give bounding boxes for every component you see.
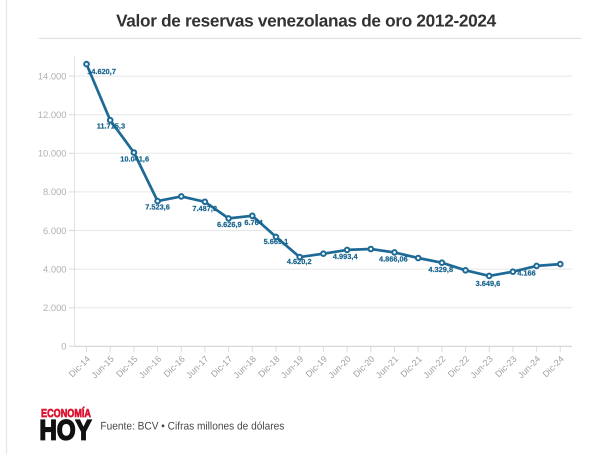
svg-text:HOY: HOY [40,415,92,446]
svg-text:6.764: 6.764 [244,218,263,227]
svg-text:5.669,1: 5.669,1 [264,237,289,246]
svg-text:Fuente: BCV • Cifras millones: Fuente: BCV • Cifras millones de dólares [100,420,284,432]
svg-text:ECONOMÍA: ECONOMÍA [41,406,91,420]
svg-text:4.620,2: 4.620,2 [287,257,312,266]
svg-text:6.626,9: 6.626,9 [217,220,242,229]
svg-text:11.715,3: 11.715,3 [97,122,125,131]
svg-text:Valor de reservas venezolanas: Valor de reservas venezolanas de oro 201… [116,10,497,30]
svg-text:4.329,8: 4.329,8 [428,265,453,274]
svg-text:7.487,3: 7.487,3 [192,204,217,213]
svg-text:4.000: 4.000 [43,263,66,274]
svg-text:3.649,6: 3.649,6 [476,279,501,288]
svg-text:14.000: 14.000 [38,70,67,81]
svg-text:10.041,6: 10.041,6 [120,154,149,163]
svg-text:2.000: 2.000 [43,302,66,313]
svg-text:6.000: 6.000 [43,225,66,236]
svg-text:10.000: 10.000 [38,148,67,159]
svg-text:4.993,4: 4.993,4 [333,252,359,261]
svg-text:4.866,06: 4.866,06 [379,255,408,264]
svg-text:8.000: 8.000 [43,186,66,197]
svg-text:14.620,7: 14.620,7 [87,67,116,76]
svg-text:4.166: 4.166 [517,268,536,277]
svg-text:12.000: 12.000 [38,109,67,120]
svg-text:0: 0 [61,341,66,352]
svg-text:7.523,6: 7.523,6 [145,203,170,212]
